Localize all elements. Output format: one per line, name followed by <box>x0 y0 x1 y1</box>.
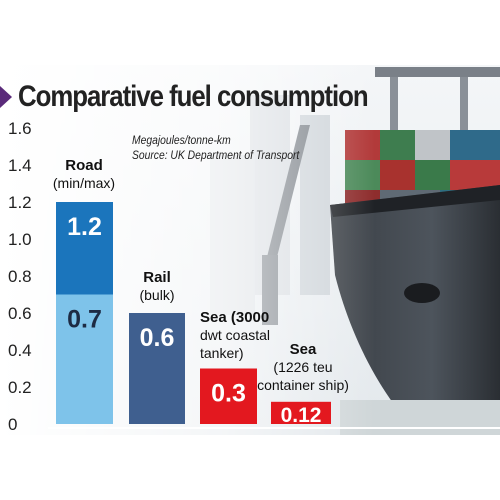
y-tick-label: 0.8 <box>8 267 32 286</box>
y-tick-label: 0.4 <box>8 341 32 360</box>
y-tick-label: 1.2 <box>8 193 32 212</box>
chart-title: Comparative fuel consumption <box>18 80 369 113</box>
units-label: Megajoules/tonne-km <box>132 133 231 147</box>
bar-value-label: 1.2 <box>67 213 102 241</box>
y-tick-label: 0 <box>8 415 17 434</box>
bar-segment <box>129 313 185 424</box>
bar-value-label: 0.7 <box>67 306 102 334</box>
category-label: dwt coastal <box>200 327 270 343</box>
category-label: Sea (3000 <box>200 309 269 326</box>
category-label: (bulk) <box>139 287 174 303</box>
bar-segment <box>271 401 331 424</box>
title-marker <box>0 86 12 108</box>
category-label: (min/max) <box>53 175 115 191</box>
category-label: container ship) <box>257 377 349 393</box>
y-tick-label: 1.0 <box>8 230 32 249</box>
source-note: Megajoules/tonne-km Source: UK Departmen… <box>132 133 299 163</box>
category-label: (1226 teu <box>273 359 332 375</box>
y-axis: 0 0.2 0.4 0.6 0.8 1.0 1.2 1.4 1.6 <box>8 119 500 434</box>
bar-value-label: 0.3 <box>211 380 246 408</box>
bar-segment <box>200 368 257 424</box>
category-label: tanker) <box>200 345 244 361</box>
y-tick-label: 1.4 <box>8 156 32 175</box>
category-label: Rail <box>143 269 171 286</box>
y-tick-label: 1.6 <box>8 119 32 138</box>
bar-segment <box>56 202 113 295</box>
y-tick-label: 0.2 <box>8 378 32 397</box>
category-label: Sea <box>290 341 317 358</box>
bar-segment <box>56 294 113 424</box>
bar-value-label: 0.12 <box>281 404 322 427</box>
category-label: Road <box>65 157 103 174</box>
y-tick-label: 0.6 <box>8 304 32 323</box>
source-label: Source: UK Department of Transport <box>132 148 300 162</box>
bars: 0.7 1.2 Road(min/max) 0.6 Rail(bulk) 0.3 Sea (… <box>53 157 349 427</box>
bar-value-label: 0.6 <box>140 324 175 352</box>
